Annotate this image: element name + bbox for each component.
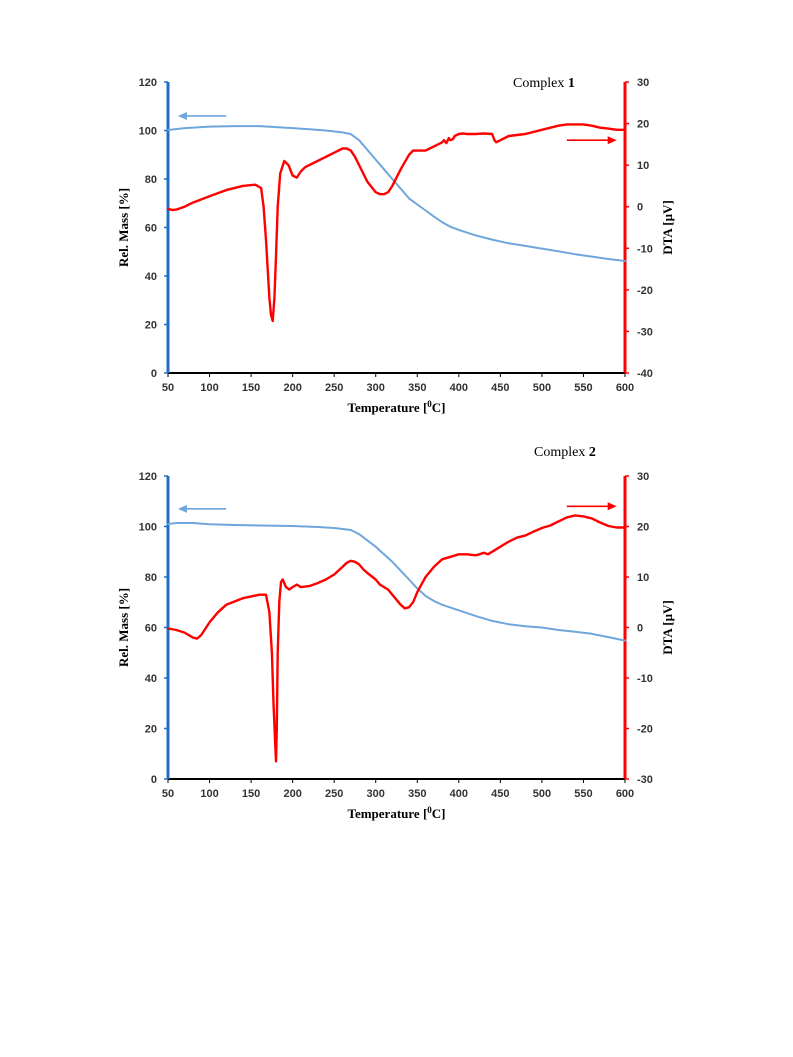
x-tick-label: 350 bbox=[408, 788, 426, 800]
left-y-axis-title: Rel. Mass [%] bbox=[116, 588, 131, 667]
right-y-tick-label: -10 bbox=[637, 243, 653, 255]
left-y-tick-label: 20 bbox=[145, 724, 157, 736]
dta-curve bbox=[166, 514, 627, 763]
panel-label: Complex 1 bbox=[513, 76, 575, 91]
x-tick-label: 400 bbox=[450, 382, 468, 394]
left-y-tick-label: 60 bbox=[145, 623, 157, 635]
x-axis-title-unit: C] bbox=[432, 400, 446, 415]
left-y-tick-label: 20 bbox=[145, 320, 157, 332]
x-tick-label: 50 bbox=[162, 788, 174, 800]
mass-curve bbox=[167, 522, 626, 642]
arrow-right-icon bbox=[607, 502, 617, 511]
x-tick-label: 200 bbox=[283, 382, 301, 394]
left-y-tick-label: 100 bbox=[139, 126, 157, 138]
left-y-tick-label: 40 bbox=[145, 673, 157, 685]
x-tick-label: 100 bbox=[200, 382, 218, 394]
right-y-tick-label: 0 bbox=[637, 623, 643, 635]
left-y-tick-label: 60 bbox=[145, 223, 157, 235]
left-y-tick-label: 0 bbox=[151, 774, 157, 786]
x-axis-title-main: Temperature [ bbox=[347, 400, 427, 415]
panel-label: Complex 2 bbox=[534, 445, 596, 460]
x-axis-title-sup: 0 bbox=[427, 805, 432, 815]
left-y-tick-label: 80 bbox=[145, 174, 157, 186]
x-tick-label: 600 bbox=[616, 788, 634, 800]
x-tick-label: 50 bbox=[162, 382, 174, 394]
right-y-tick-label: -30 bbox=[637, 326, 653, 338]
x-tick-label: 100 bbox=[200, 788, 218, 800]
arrow-right-icon bbox=[607, 136, 617, 145]
panel-label-prefix: Complex bbox=[534, 445, 589, 460]
x-axis-title-unit: C] bbox=[432, 806, 446, 821]
x-axis-title-main: Temperature [ bbox=[347, 806, 427, 821]
right-y-tick-label: 10 bbox=[637, 160, 649, 172]
x-tick-label: 550 bbox=[574, 788, 592, 800]
left-y-axis-title: Rel. Mass [%] bbox=[116, 188, 131, 267]
left-y-tick-label: 40 bbox=[145, 271, 157, 283]
right-y-axis-title: DTA [µV] bbox=[660, 200, 675, 255]
x-axis-title: Temperature [0C] bbox=[347, 805, 445, 821]
right-y-tick-label: 30 bbox=[637, 77, 649, 89]
right-y-tick-label: -20 bbox=[637, 724, 653, 736]
panel-label-number: 1 bbox=[568, 76, 575, 91]
x-tick-label: 600 bbox=[616, 382, 634, 394]
x-tick-label: 550 bbox=[574, 382, 592, 394]
x-axis-title: Temperature [0C] bbox=[347, 399, 445, 415]
x-tick-label: 150 bbox=[242, 382, 260, 394]
x-tick-label: 300 bbox=[367, 382, 385, 394]
left-y-tick-label: 100 bbox=[139, 522, 157, 534]
x-tick-label: 150 bbox=[242, 788, 260, 800]
x-tick-label: 500 bbox=[533, 788, 551, 800]
right-y-tick-label: -10 bbox=[637, 673, 653, 685]
left-y-tick-label: 0 bbox=[151, 368, 157, 380]
chart-complex-1: 50 100 150 200 250 300 350 400 450 500 550 60002040… bbox=[116, 76, 675, 415]
left-y-tick-label: 80 bbox=[145, 572, 157, 584]
x-tick-label: 250 bbox=[325, 382, 343, 394]
panel-label-prefix: Complex bbox=[513, 76, 568, 91]
x-tick-label: 450 bbox=[491, 382, 509, 394]
right-y-tick-label: -20 bbox=[637, 285, 653, 297]
chart-complex-2: 50 100 150 200 250 300 350 400 450 500 550 60002040… bbox=[116, 445, 675, 821]
right-y-tick-label: 10 bbox=[637, 572, 649, 584]
panel-label-number: 2 bbox=[589, 445, 596, 460]
x-tick-label: 350 bbox=[408, 382, 426, 394]
right-y-tick-label: 20 bbox=[637, 119, 649, 131]
right-y-tick-label: 30 bbox=[637, 471, 649, 483]
x-tick-label: 450 bbox=[491, 788, 509, 800]
x-tick-label: 300 bbox=[367, 788, 385, 800]
right-y-tick-label: -30 bbox=[637, 774, 653, 786]
x-tick-label: 250 bbox=[325, 788, 343, 800]
mass-curve bbox=[167, 125, 626, 262]
x-tick-label: 500 bbox=[533, 382, 551, 394]
right-y-tick-label: 0 bbox=[637, 202, 643, 214]
arrow-left-icon bbox=[177, 504, 187, 513]
right-y-tick-label: 20 bbox=[637, 522, 649, 534]
left-y-tick-label: 120 bbox=[139, 471, 157, 483]
right-y-tick-label: -40 bbox=[637, 368, 653, 380]
x-axis-title-sup: 0 bbox=[427, 399, 432, 409]
x-tick-label: 400 bbox=[450, 788, 468, 800]
left-y-tick-label: 120 bbox=[139, 77, 157, 89]
dta-curve bbox=[166, 123, 627, 323]
x-tick-label: 200 bbox=[283, 788, 301, 800]
arrow-left-icon bbox=[177, 111, 187, 120]
right-y-axis-title: DTA [µV] bbox=[660, 600, 675, 655]
